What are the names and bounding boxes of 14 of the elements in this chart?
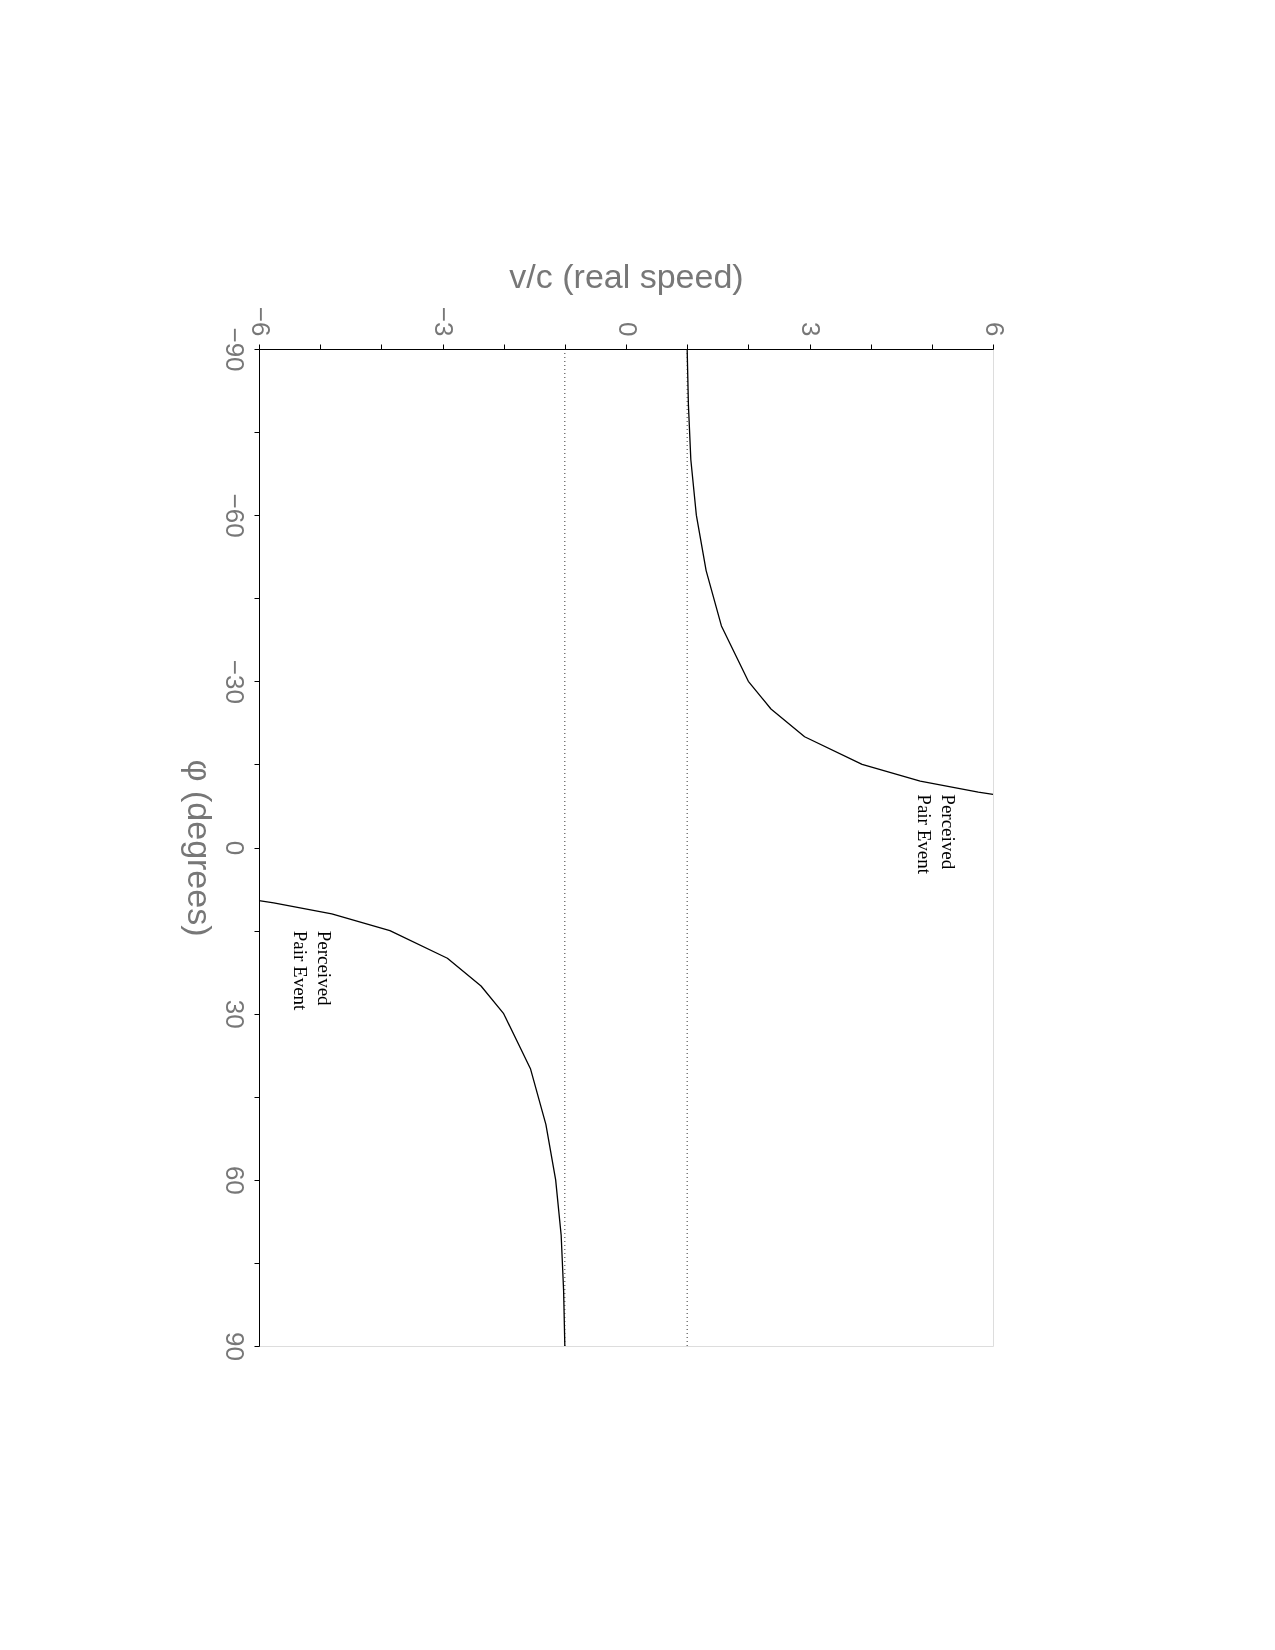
y-tick-label: 0 (219, 840, 250, 856)
x-tick-label: 3 (796, 322, 826, 337)
y-tick-label: 90 (219, 1332, 250, 1361)
x-tick-label: 0 (612, 322, 643, 337)
y-axis-title: φ (degrees) (180, 759, 219, 937)
annotation: Perceived Pair Event (290, 930, 335, 1012)
y-tick-label: 30 (219, 999, 250, 1029)
x-axis-title: v/c (real speed) (509, 256, 744, 295)
annotation: Perceived Pair Event (914, 794, 959, 875)
y-tick-label: 60 (219, 1165, 250, 1195)
x-tick-label: 6 (979, 322, 1010, 337)
y-tick-label: −60 (219, 493, 250, 538)
x-tick-label: −3 (429, 306, 459, 337)
y-tick-label: −30 (219, 659, 250, 704)
